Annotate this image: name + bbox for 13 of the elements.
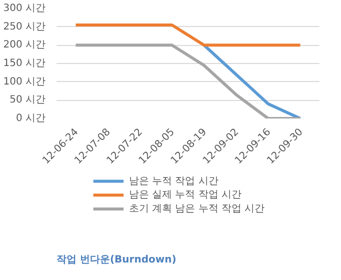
y-tick-label: 300 시간	[3, 3, 46, 14]
y-tick-label: 250 시간	[3, 21, 46, 32]
line-series	[202, 44, 302, 118]
legend-label: 남은 실제 누적 작업 시간	[128, 190, 242, 201]
y-tick-label: 100 시간	[3, 76, 46, 88]
y-tick-label: 200 시간	[3, 40, 46, 51]
legend-label: 남은 누적 작업 시간	[128, 176, 218, 187]
text: 작업 번다운(Burndown)	[56, 254, 176, 266]
line-series	[74, 44, 302, 118]
y-tick-label: 0 시간	[16, 113, 46, 124]
y-tick-label: 150 시간	[3, 58, 46, 69]
legend-label: 초기 계획 남은 누적 작업 시간	[128, 204, 265, 214]
y-tick-label: 50 시간	[10, 94, 46, 106]
